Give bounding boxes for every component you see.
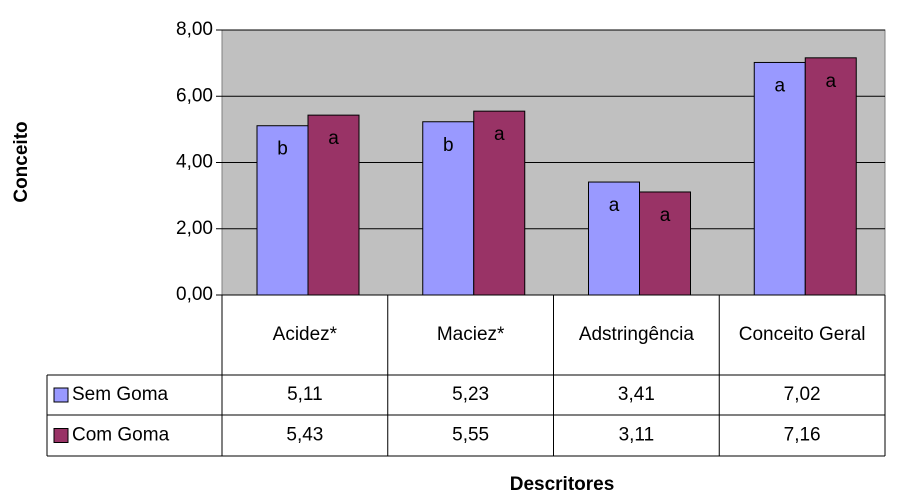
bar (588, 181, 640, 296)
bar (307, 114, 360, 296)
x-tick-label: Maciez* (437, 324, 505, 345)
y-axis-title: Conceito (11, 121, 32, 202)
x-tick-label: Adstringência (579, 324, 695, 345)
table-value: 7,02 (784, 384, 821, 405)
bar (422, 121, 475, 296)
bar-letter: a (494, 124, 505, 145)
table-value: 5,23 (452, 384, 489, 405)
x-tick-label: Acidez* (273, 324, 338, 345)
x-tick-label: Conceito Geral (739, 324, 866, 345)
bar (473, 110, 526, 296)
y-tick-label: 2,00 (176, 218, 213, 239)
bar-letter: b (443, 135, 454, 156)
table-value: 5,55 (452, 425, 489, 446)
y-tick-label: 4,00 (176, 152, 213, 173)
bar-letter: a (328, 128, 339, 149)
x-axis-title: Descritores (510, 474, 615, 495)
bar-letter: a (774, 75, 785, 96)
table-value: 3,41 (618, 384, 655, 405)
bar (753, 61, 806, 296)
y-tick-label: 8,00 (176, 19, 213, 40)
table-value: 5,11 (287, 384, 323, 405)
legend-label: Com Goma (72, 425, 170, 446)
bar (256, 125, 309, 296)
legend-label: Sem Goma (72, 384, 169, 405)
y-tick-label: 6,00 (176, 85, 213, 106)
legend-swatch (53, 387, 69, 403)
bar (804, 57, 857, 296)
table-value: 3,11 (619, 425, 655, 446)
y-tick-label: 0,00 (176, 284, 213, 305)
bar-letter: a (825, 71, 836, 92)
bar-letter: b (277, 139, 288, 160)
table-value: 5,43 (286, 425, 323, 446)
bar-letter: a (609, 195, 620, 216)
bar-letter: a (660, 205, 671, 226)
bar (639, 191, 691, 296)
table-value: 7,16 (784, 425, 821, 446)
legend-swatch (53, 428, 69, 443)
